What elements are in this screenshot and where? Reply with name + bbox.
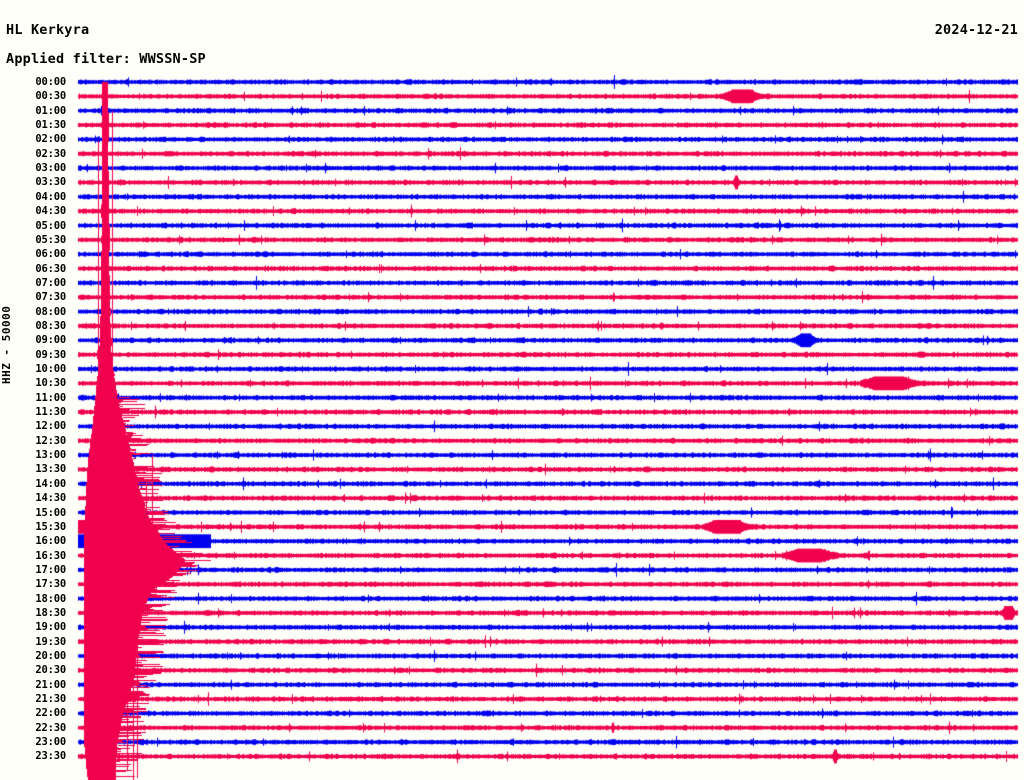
seismogram-traces [0, 0, 1024, 780]
helicorder-page: HL Kerkyra Applied filter: WWSSN-SP 2024… [0, 0, 1024, 780]
